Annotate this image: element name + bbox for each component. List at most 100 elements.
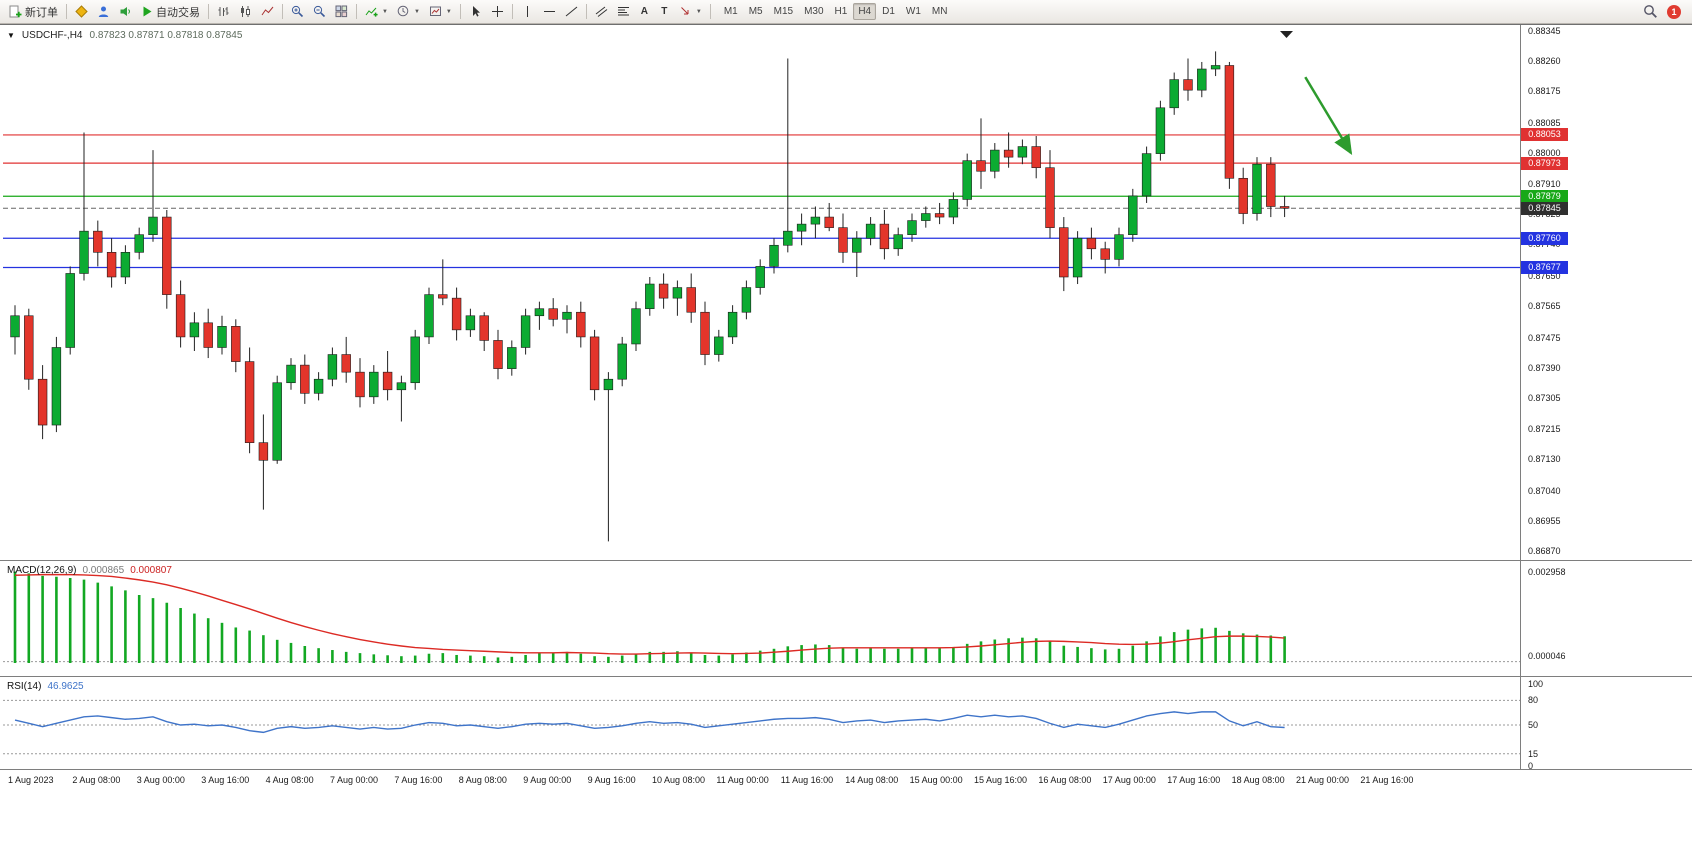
periods-button[interactable]: ▼	[393, 1, 424, 23]
autotrading-label: 自动交易	[156, 6, 200, 19]
profile-button[interactable]	[93, 1, 114, 23]
market-watch-button[interactable]	[71, 1, 92, 23]
line-chart-button[interactable]	[257, 1, 278, 23]
text-label-icon: T	[661, 6, 668, 17]
panel-separator[interactable]	[0, 676, 1692, 677]
periods-clock-icon	[397, 5, 409, 17]
macd-indicator-panel[interactable]	[3, 562, 1520, 675]
rsi-scale-label: 15	[1528, 748, 1539, 759]
profile-icon	[98, 6, 109, 17]
fibonacci-button[interactable]	[613, 1, 634, 23]
time-axis-label: 2 Aug 08:00	[72, 775, 121, 785]
news-button[interactable]	[115, 1, 136, 23]
toolbar-separator	[709, 4, 711, 19]
arrows-button[interactable]: ▼	[675, 1, 706, 23]
indicators-button[interactable]: ▼	[361, 1, 392, 23]
bar-chart-icon	[218, 7, 229, 16]
chart-shift-marker[interactable]	[1280, 31, 1293, 38]
macd-main-value: 0.000865	[82, 565, 125, 576]
price-axis: 0.88345 0.88260 0.88175 0.88085 0.88000 0.879…	[1521, 25, 1692, 771]
candlestick-chart-button[interactable]	[235, 1, 256, 23]
text-label-button[interactable]: T	[655, 1, 674, 23]
search-icon	[1644, 5, 1657, 18]
new-order-icon	[9, 5, 22, 18]
crosshair-button[interactable]	[487, 1, 508, 23]
zoom-in-icon	[291, 5, 304, 18]
crosshair-icon	[491, 6, 503, 17]
arrow-annotation[interactable]	[1304, 76, 1353, 156]
timeframe-button-m5[interactable]: M5	[748, 6, 763, 17]
time-axis-label: 15 Aug 16:00	[974, 775, 1028, 785]
time-axis-label: 4 Aug 08:00	[265, 775, 314, 785]
rsi-value: 46.9625	[47, 681, 84, 692]
time-axis-label: 11 Aug 00:00	[716, 775, 769, 785]
toolbar: 新订单 自动交易	[0, 0, 1692, 24]
time-axis-label: 8 Aug 08:00	[458, 775, 507, 785]
time-axis-label: 21 Aug 00:00	[1296, 775, 1350, 785]
toolbar-separator	[585, 4, 587, 19]
price-level-tag: 0.88053	[1521, 128, 1568, 142]
price-axis-label: 0.88000	[1528, 147, 1561, 158]
cursor-button[interactable]	[465, 1, 486, 23]
timeframe-toolbar: M1 M5 M15 M30 H1 H4 D1 W1 MN	[719, 3, 953, 20]
rsi-scale-label: 50	[1528, 720, 1539, 730]
price-axis-label: 0.87475	[1528, 332, 1561, 343]
price-axis-label: 0.87215	[1528, 424, 1561, 435]
rsi-scale-label: 80	[1528, 695, 1539, 706]
zoom-in-button[interactable]	[287, 1, 308, 23]
templates-icon	[429, 6, 441, 16]
chart-title-bar: ▼ USDCHF-,H4 0.87823 0.87871 0.87818 0.8…	[7, 30, 242, 41]
price-axis-border	[1520, 25, 1521, 769]
price-axis-label: 0.87040	[1528, 486, 1561, 496]
horizontal-level-lines[interactable]	[3, 134, 1520, 269]
cursor-icon	[472, 6, 480, 17]
notification-badge[interactable]: 1	[1667, 4, 1681, 19]
panel-separator[interactable]	[0, 560, 1692, 561]
timeframe-button-m30[interactable]: M30	[804, 6, 824, 17]
main-price-chart[interactable]	[3, 27, 1520, 559]
channel-button[interactable]	[591, 1, 612, 23]
timeframe-button-h4[interactable]: H4	[853, 3, 877, 20]
price-axis-label: 0.87390	[1528, 362, 1561, 373]
rsi-indicator-panel[interactable]	[3, 678, 1520, 768]
zoom-out-button[interactable]	[309, 1, 330, 23]
chevron-down-icon: ▼	[382, 8, 388, 15]
rsi-scale-label: 0	[1528, 761, 1534, 771]
market-watch-icon	[75, 5, 88, 18]
timeframe-button-m1[interactable]: M1	[723, 6, 738, 17]
toolbar-separator	[511, 4, 513, 19]
tile-windows-button[interactable]	[331, 1, 352, 23]
indicators-icon	[365, 7, 378, 17]
toolbar-separator	[356, 4, 357, 19]
search-button[interactable]	[1639, 1, 1662, 23]
macd-scale-label: 0.002958	[1528, 566, 1566, 577]
symbol-period-label: USDCHF-,H4	[21, 30, 83, 41]
horizontal-line-button[interactable]	[539, 1, 560, 23]
expand-triangle-icon[interactable]: ▼	[7, 31, 15, 40]
new-order-button[interactable]: 新订单	[5, 1, 62, 23]
trendline-button[interactable]	[561, 1, 582, 23]
news-speaker-icon	[120, 7, 130, 16]
timeframe-button-mn[interactable]: MN	[931, 6, 948, 17]
timeframe-button-w1[interactable]: W1	[905, 6, 921, 17]
price-axis-label: 0.88085	[1528, 117, 1561, 128]
macd-signal-value: 0.000807	[130, 565, 172, 576]
timeframe-button-h1[interactable]: H1	[834, 6, 848, 17]
price-level-tag: 0.87760	[1521, 231, 1568, 245]
channel-icon	[595, 6, 608, 17]
time-axis-label: 9 Aug 16:00	[587, 775, 636, 785]
toolbar-separator	[282, 4, 283, 19]
time-axis-label: 7 Aug 16:00	[394, 775, 443, 785]
text-button[interactable]: A	[635, 1, 654, 23]
fibonacci-icon	[617, 7, 629, 16]
time-axis-label: 14 Aug 08:00	[845, 775, 899, 785]
bar-chart-button[interactable]	[213, 1, 234, 23]
timeframe-button-d1[interactable]: D1	[882, 6, 895, 17]
templates-button[interactable]: ▼	[425, 1, 456, 23]
vertical-line-button[interactable]	[517, 1, 538, 23]
timeframe-button-m15[interactable]: M15	[773, 6, 794, 17]
horizontal-line-icon	[543, 11, 555, 12]
zoom-out-icon	[313, 5, 326, 18]
autotrading-button[interactable]: 自动交易	[137, 1, 204, 23]
price-level-tag: 0.87879	[1521, 189, 1568, 203]
